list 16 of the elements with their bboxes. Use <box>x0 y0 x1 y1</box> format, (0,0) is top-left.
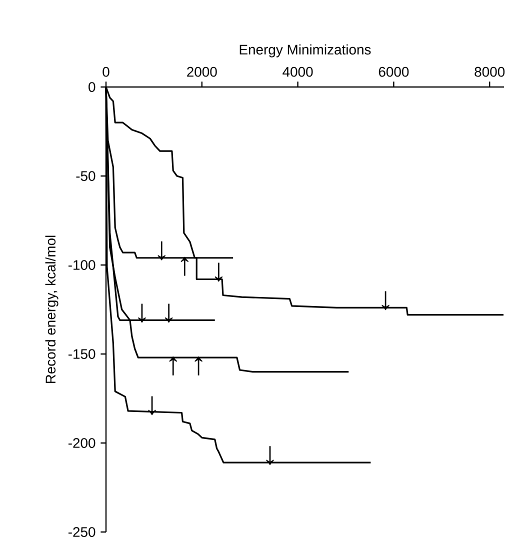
annotation: ↑ <box>180 256 188 276</box>
x-tick-label: 0 <box>102 66 110 77</box>
y-tick-label: -50 <box>76 171 96 181</box>
y-tick-label: -100 <box>68 260 96 270</box>
y-tick-label: -150 <box>68 349 96 359</box>
annotation: ↑ <box>169 356 177 376</box>
y-tick-label: -200 <box>68 438 96 448</box>
y-tick-label: -250 <box>68 527 96 537</box>
x-tick-label: 6000 <box>378 66 409 77</box>
y-axis-title: Record energy, kcal/mol <box>45 236 58 384</box>
annotation: ↑ <box>194 356 202 376</box>
x-axis-title: Energy Minimizations <box>240 44 371 58</box>
x-tick-label: 4000 <box>282 66 313 77</box>
x-tick-label: 2000 <box>187 66 217 77</box>
y-tick-label: 0 <box>88 82 96 92</box>
x-tick-label: 8000 <box>474 66 505 77</box>
